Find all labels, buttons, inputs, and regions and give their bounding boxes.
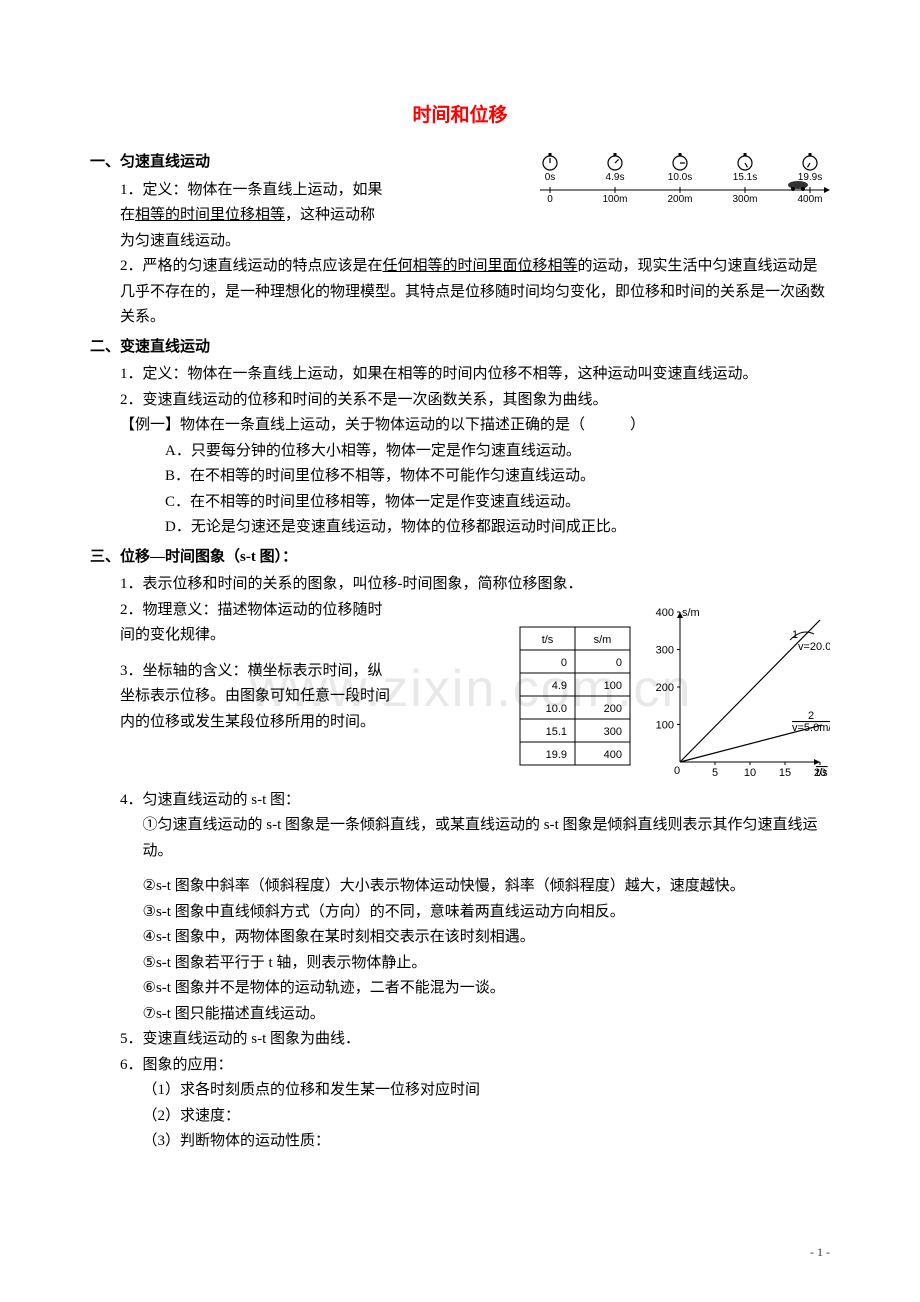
svg-text:5: 5 xyxy=(712,767,718,779)
svg-text:4.9: 4.9 xyxy=(552,680,567,692)
svg-text:400: 400 xyxy=(604,749,622,761)
s3-p2: 2．物理意义：描述物体运动的位移随时间的变化规律。 xyxy=(90,598,390,649)
s3-p4-4: ④s-t 图象中，两物体图象在某时刻相交表示在该时刻相遇。 xyxy=(90,925,830,951)
section-3-head: 三、位移—时间图象（s-t 图）： xyxy=(90,545,830,571)
svg-text:400: 400 xyxy=(656,607,674,619)
svg-text:1: 1 xyxy=(792,629,798,641)
svg-text:s/m: s/m xyxy=(682,607,700,619)
s3-p6-1: （1）求各时刻质点的位移和发生某一位移对应时间 xyxy=(90,1078,830,1104)
svg-text:100m: 100m xyxy=(602,194,627,205)
example-1-opt-c: C．在不相等的时间里位移相等，物体一定是作变速直线运动。 xyxy=(90,490,830,516)
figure-table-graph: t/ss/m004.910010.020015.130019.94000s/mt… xyxy=(510,602,830,782)
svg-text:100: 100 xyxy=(604,680,622,692)
s3-p4: 4．匀速直线运动的 s-t 图： xyxy=(90,788,830,814)
svg-text:200: 200 xyxy=(656,682,674,694)
svg-text:t/s: t/s xyxy=(542,634,554,646)
example-1-opt-d: D．无论是匀速还是变速直线运动，物体的位移都跟运动时间成正比。 xyxy=(90,515,830,541)
svg-text:300: 300 xyxy=(656,644,674,656)
svg-text:200m: 200m xyxy=(667,194,692,205)
svg-text:200: 200 xyxy=(604,703,622,715)
svg-text:0: 0 xyxy=(547,194,553,205)
s3-p3: 3．坐标轴的含义：横坐标表示时间，纵坐标表示位移。由图象可知任意一段时间内的位移… xyxy=(90,659,390,736)
svg-text:19.9: 19.9 xyxy=(546,749,567,761)
s2-p1: 1．定义：物体在一条直线上运动，如果在相等的时间内位移不相等，这种运动叫变速直线… xyxy=(90,362,830,388)
page-title: 时间和位移 xyxy=(90,100,830,132)
svg-text:0: 0 xyxy=(616,657,622,669)
s1-p2-a: 2．严格的匀速直线运动的特点应该是在 xyxy=(120,258,383,274)
svg-text:10.0: 10.0 xyxy=(546,703,567,715)
svg-text:4.9s: 4.9s xyxy=(606,172,625,183)
example-1-stem: 【例一】物体在一条直线上运动，关于物体运动的以下描述正确的是（ ） xyxy=(90,413,830,439)
s3-p4-6: ⑥s-t 图象并不是物体的运动轨迹，二者不能混为一谈。 xyxy=(90,976,830,1002)
svg-text:10: 10 xyxy=(744,767,756,779)
svg-text:0s: 0s xyxy=(545,172,556,183)
s3-p4-1: ①匀速直线运动的 s-t 图象是一条倾斜直线，或某直线运动的 s-t 图象是倾斜… xyxy=(90,813,830,864)
svg-text:15.1s: 15.1s xyxy=(733,172,757,183)
page-number: - 1 - xyxy=(810,1242,830,1262)
figure-stopwatch-timeline: 00s100m4.9s200m10.0s300m15.1s400m19.9s xyxy=(530,150,830,205)
svg-text:0: 0 xyxy=(561,657,567,669)
s1-p2: 2．严格的匀速直线运动的特点应该是在任何相等的时间里面位移相等的运动，现实生活中… xyxy=(90,254,830,331)
section-2-head: 二、变速直线运动 xyxy=(90,335,830,361)
s3-p6-2: （2）求速度： xyxy=(90,1104,830,1130)
example-1-opt-a: A．只要每分钟的位移大小相等，物体一定是作匀速直线运动。 xyxy=(90,439,830,465)
s1-p1-u: 相等的时间里位移相等 xyxy=(135,207,285,223)
svg-text:0: 0 xyxy=(674,765,680,777)
s2-p2: 2．变速直线运动的位移和时间的关系不是一次函数关系，其图象为曲线。 xyxy=(90,388,830,414)
svg-text:2: 2 xyxy=(808,710,814,722)
s3-p4-7: ⑦s-t 图只能描述直线运动。 xyxy=(90,1002,830,1028)
example-1-opt-b: B．在不相等的时间里位移不相等，物体不可能作匀速直线运动。 xyxy=(90,464,830,490)
svg-text:15: 15 xyxy=(779,767,791,779)
svg-text:15.1: 15.1 xyxy=(546,726,567,738)
s3-p6: 6．图象的应用： xyxy=(90,1053,830,1079)
svg-text:20: 20 xyxy=(814,767,826,779)
svg-text:400m: 400m xyxy=(797,194,822,205)
svg-text:100: 100 xyxy=(656,719,674,731)
s3-p6-3: （3）判断物体的运动性质： xyxy=(90,1129,830,1155)
s3-p4-2: ②s-t 图象中斜率（倾斜程度）大小表示物体运动快慢，斜率（倾斜程度）越大，速度… xyxy=(90,874,830,900)
svg-text:300m: 300m xyxy=(732,194,757,205)
s3-p1: 1．表示位移和时间的关系的图象，叫位移-时间图象，简称位移图象． xyxy=(90,572,830,598)
s3-p4-5: ⑤s-t 图象若平行于 t 轴，则表示物体静止。 xyxy=(90,951,830,977)
svg-text:v=5.0m/s: v=5.0m/s xyxy=(792,722,830,734)
s3-p5: 5．变速直线运动的 s-t 图象为曲线． xyxy=(90,1027,830,1053)
s3-p4-3: ③s-t 图象中直线倾斜方式（方向）的不同，意味着两直线运动方向相反。 xyxy=(90,900,830,926)
svg-text:300: 300 xyxy=(604,726,622,738)
svg-text:s/m: s/m xyxy=(594,634,612,646)
s1-p1: 1．定义：物体在一条直线上运动，如果在相等的时间里位移相等，这种运动称为匀速直线… xyxy=(90,178,390,255)
svg-text:10.0s: 10.0s xyxy=(668,172,692,183)
s1-p2-u: 任何相等的时间里面位移相等 xyxy=(383,258,578,274)
svg-text:v=20.0m/s: v=20.0m/s xyxy=(798,641,830,653)
